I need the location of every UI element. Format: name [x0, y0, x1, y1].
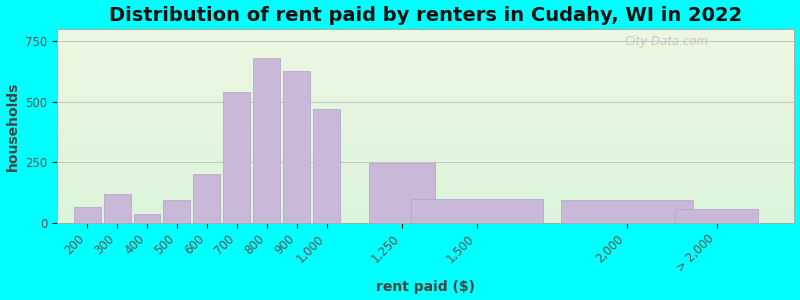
Y-axis label: households: households [6, 81, 19, 170]
Bar [283, 71, 310, 223]
Bar [223, 92, 250, 223]
Bar [410, 199, 542, 223]
Bar [103, 194, 130, 223]
Bar [254, 58, 280, 223]
Text: City-Data.com: City-Data.com [625, 35, 709, 48]
Bar [561, 200, 693, 223]
Bar [134, 214, 161, 223]
Bar [163, 200, 190, 223]
Bar [674, 209, 758, 223]
Bar [314, 109, 340, 223]
Bar [369, 164, 434, 223]
Bar [194, 174, 221, 223]
X-axis label: rent paid ($): rent paid ($) [376, 280, 475, 294]
Bar [74, 207, 101, 223]
Title: Distribution of rent paid by renters in Cudahy, WI in 2022: Distribution of rent paid by renters in … [109, 6, 742, 25]
